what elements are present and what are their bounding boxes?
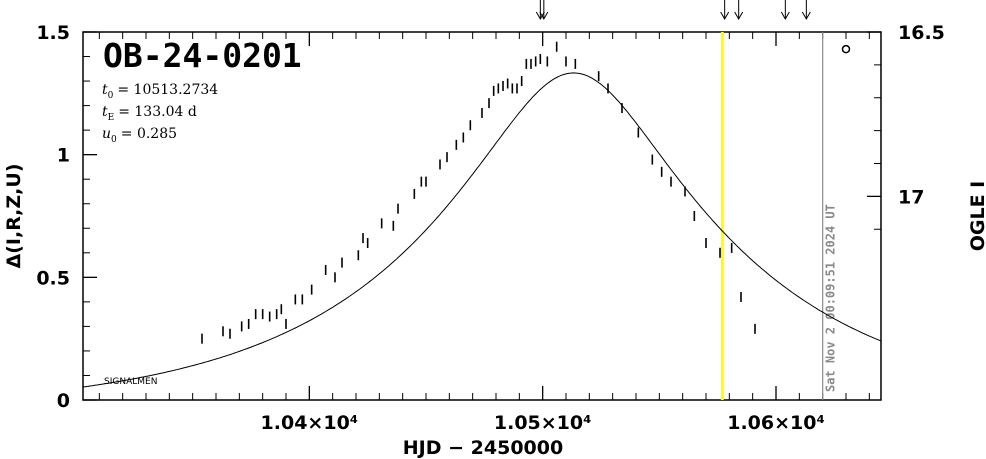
param-u0-value: = 0.285 bbox=[121, 126, 177, 142]
x-tick-label: 1.04×10⁴ bbox=[261, 412, 359, 434]
param-t0-label: t bbox=[102, 82, 108, 98]
signalmen-label: SIGNALMEN bbox=[104, 377, 157, 387]
timestamp-marker: Sat Nov 2 00:09:51 2024 UT bbox=[822, 32, 838, 400]
top-arrow-head bbox=[720, 11, 730, 21]
timestamp-text: Sat Nov 2 00:09:51 2024 UT bbox=[824, 204, 838, 392]
x-tick-label: 1.06×10⁴ bbox=[727, 412, 825, 434]
param-tE-sub: E bbox=[108, 113, 115, 123]
model-curve bbox=[82, 72, 882, 388]
param-t0-value: = 10513.2734 bbox=[117, 82, 218, 98]
top-arrow-head bbox=[734, 11, 744, 21]
data-points bbox=[201, 41, 756, 344]
y-tick-label: 0.5 bbox=[36, 267, 70, 289]
param-tE: tE = 133.04 d bbox=[102, 104, 197, 123]
top-arrow-head bbox=[801, 11, 811, 21]
y2-axis-title: OGLE I bbox=[967, 181, 986, 252]
y-axis-title: Δ(I,R,Z,U) bbox=[3, 164, 25, 269]
top-arrow-head bbox=[535, 11, 545, 21]
outlier-marker bbox=[841, 44, 851, 54]
param-u0-sub: 0 bbox=[111, 135, 117, 145]
x-tick-label: 1.05×10⁴ bbox=[494, 412, 592, 434]
param-tE-label: t bbox=[102, 104, 108, 120]
y-tick-label: 0 bbox=[57, 390, 70, 412]
plot-frame bbox=[82, 31, 882, 401]
y2-tick-label: 16.5 bbox=[898, 22, 945, 44]
y-axis-right: 16.5 17 bbox=[867, 22, 945, 230]
y-axis-left: 0 0.5 1 1.5 bbox=[36, 22, 97, 412]
y2-tick-label: 17 bbox=[898, 186, 924, 208]
y-minor-ticks bbox=[83, 56, 90, 376]
param-u0: u0 = 0.285 bbox=[102, 126, 177, 145]
y-tick-label: 1 bbox=[57, 145, 70, 167]
x-axis: 1.04×10⁴ 1.05×10⁴ 1.06×10⁴ bbox=[261, 32, 825, 434]
parameter-block: t0 = 10513.2734 tE = 133.04 d u0 = 0.285 bbox=[102, 82, 218, 145]
param-tE-value: = 133.04 d bbox=[118, 104, 197, 120]
x-axis-title: HJD − 2450000 bbox=[403, 437, 563, 459]
x-minor-ticks bbox=[98, 32, 870, 400]
top-arrow-head bbox=[539, 11, 549, 21]
param-t0: t0 = 10513.2734 bbox=[102, 82, 218, 101]
y-tick-label: 1.5 bbox=[36, 22, 70, 44]
param-u0-label: u bbox=[102, 126, 111, 142]
event-title: OB-24-0201 bbox=[103, 36, 302, 75]
param-t0-sub: 0 bbox=[108, 91, 114, 101]
top-arrows bbox=[535, 0, 811, 21]
top-arrow-head bbox=[780, 11, 790, 21]
